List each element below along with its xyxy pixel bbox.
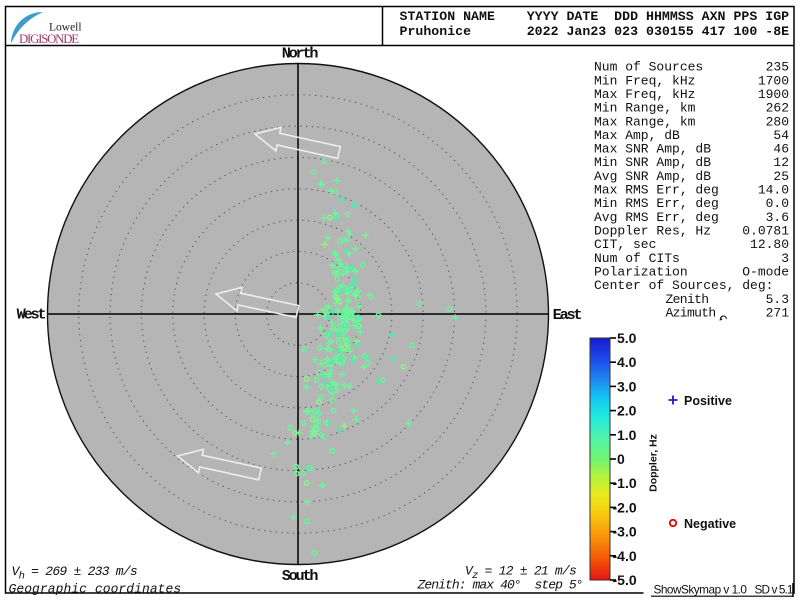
- svg-text:STATION NAME YYYY DATE DDD: STATION NAME YYYY DATE DDD HHMMSS AXN PP…: [400, 9, 790, 24]
- svg-text:5.3: 5.3: [766, 292, 789, 307]
- svg-text:1.0: 1.0: [617, 427, 637, 443]
- svg-text:Max Freq, kHz 1900: Max Freq, kHz 1900: [594, 87, 789, 102]
- svg-text:Max SNR Amp, dB 46: Max SNR Amp, dB 46: [594, 142, 789, 157]
- svg-text:North: North: [282, 45, 319, 63]
- svg-text:Center of Sources, deg:: Center of Sources, deg:: [594, 278, 773, 293]
- svg-text:Negative: Negative: [684, 517, 736, 531]
- svg-text:Avg RMS Err, deg 3.6: Avg RMS Err, deg 3.6: [594, 210, 789, 225]
- svg-text:Avg SNR Amp, dB 25: Avg SNR Amp, dB 25: [594, 169, 789, 184]
- svg-text:Azimuth: Azimuth: [666, 305, 716, 320]
- svg-text:Positive: Positive: [684, 394, 732, 408]
- svg-text:3.0: 3.0: [617, 378, 637, 394]
- svg-text:Doppler Res, Hz 0.0781: Doppler Res, Hz 0.0781: [594, 224, 789, 239]
- svg-text:-3.0: -3.0: [613, 524, 637, 540]
- svg-text:Pruhonice 2022 Jan23 023: Pruhonice 2022 Jan23 023 030155 417 100 …: [400, 24, 790, 39]
- svg-text:5.0: 5.0: [617, 330, 637, 346]
- svg-text:Vh = 269 ± 233 m/s: Vh = 269 ± 233 m/s: [12, 564, 137, 583]
- svg-text:Min SNR Amp, dB 12: Min SNR Amp, dB 12: [594, 155, 789, 170]
- svg-text:4.0: 4.0: [617, 354, 637, 370]
- svg-text:SD v 5.1: SD v 5.1: [755, 583, 793, 597]
- svg-text:Polarization O-mode: Polarization O-mode: [594, 264, 789, 279]
- svg-text:2.0: 2.0: [617, 403, 637, 419]
- svg-text:West: West: [17, 306, 46, 324]
- svg-text:Min Range, km 262: Min Range, km 262: [594, 101, 789, 116]
- svg-text:East: East: [553, 306, 582, 324]
- svg-text:-5.0: -5.0: [613, 572, 637, 588]
- svg-text:Max RMS Err, deg 14.0: Max RMS Err, deg 14.0: [594, 183, 789, 198]
- svg-text:Zenith: max 40° step 5°: Zenith: max 40° step 5°: [417, 577, 583, 592]
- svg-text:Num of Sources 235: Num of Sources 235: [594, 60, 789, 75]
- svg-text:Num of CITs 3: Num of CITs 3: [594, 251, 789, 266]
- svg-text:Max Amp, dB 54: Max Amp, dB 54: [594, 128, 789, 143]
- svg-text:Geographic coordinates: Geographic coordinates: [9, 581, 182, 596]
- svg-text:-2.0: -2.0: [613, 499, 637, 515]
- svg-text:Lowell: Lowell: [49, 22, 82, 34]
- svg-text:Min Freq, kHz 1700: Min Freq, kHz 1700: [594, 73, 789, 88]
- svg-text:0: 0: [617, 451, 625, 467]
- svg-text:Max Range, km 280: Max Range, km 280: [594, 114, 789, 129]
- svg-text:-4.0: -4.0: [613, 548, 637, 564]
- svg-text:CIT, sec 12.80: CIT, sec 12.80: [594, 237, 789, 252]
- svg-text:Min RMS Err, deg 0.0: Min RMS Err, deg 0.0: [594, 196, 789, 211]
- svg-text:271: 271: [766, 305, 790, 320]
- svg-text:ShowSkymap v 1.0: ShowSkymap v 1.0: [654, 583, 748, 597]
- svg-text:Doppler, Hz: Doppler, Hz: [648, 434, 660, 492]
- svg-text:-1.0: -1.0: [613, 475, 637, 491]
- svg-text:Zenith: Zenith: [666, 292, 709, 307]
- svg-text:South: South: [282, 567, 319, 585]
- svg-text:Vz = 12 ± 21 m/s: Vz = 12 ± 21 m/s: [465, 564, 576, 583]
- svg-text:DIGISONDE: DIGISONDE: [19, 32, 79, 46]
